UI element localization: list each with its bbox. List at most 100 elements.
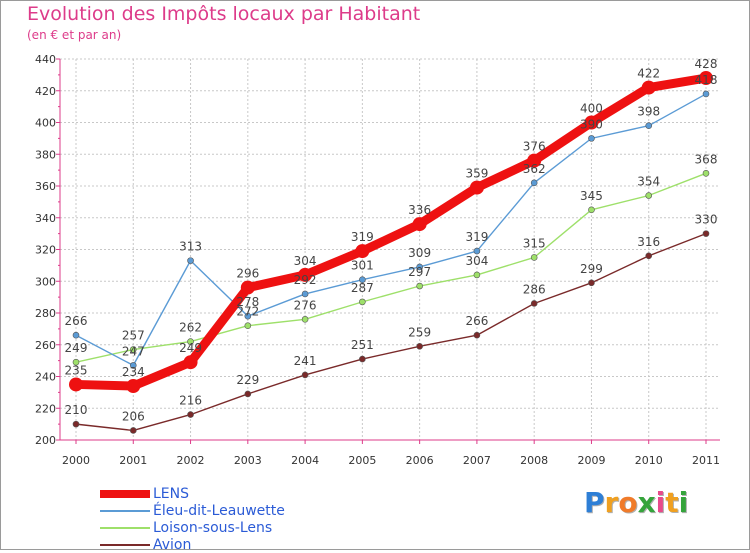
y-tick-label: 260 [35, 339, 56, 352]
data-label: 287 [351, 281, 374, 295]
data-point [584, 115, 599, 130]
data-label: 249 [179, 341, 202, 355]
data-point [355, 244, 370, 259]
data-point [416, 282, 423, 290]
data-point [412, 217, 427, 232]
data-labels-layer: 235 234 249 296 304 319 336 359 376 400 422 428 266 2… [65, 57, 718, 423]
data-point [473, 331, 481, 339]
data-label: 376 [523, 140, 546, 154]
chart-title: Evolution des Impôts locaux par Habitant [27, 3, 421, 25]
chart-subtitle: (en € et par an) [27, 28, 122, 42]
data-point [530, 300, 538, 307]
data-label: 316 [637, 235, 660, 249]
series-line-3 [75, 232, 707, 432]
y-tick-label: 320 [35, 244, 56, 257]
data-point [244, 322, 252, 330]
y-tick-label: 280 [35, 307, 56, 320]
data-label: 259 [408, 325, 431, 339]
data-point [244, 390, 252, 398]
y-tick-label: 400 [35, 117, 56, 130]
data-point [126, 379, 141, 394]
x-tick-label: 2004 [291, 454, 319, 467]
data-label: 319 [351, 230, 374, 244]
data-point [129, 346, 137, 353]
data-label: 330 [695, 213, 718, 227]
data-point [359, 276, 366, 283]
data-point [301, 371, 309, 379]
data-label: 249 [65, 341, 88, 355]
x-tick-label: 2007 [463, 454, 491, 467]
data-point [129, 427, 137, 434]
data-label: 359 [465, 167, 488, 181]
legend-label: LENS [153, 486, 190, 502]
data-label: 304 [465, 254, 488, 268]
data-point [527, 153, 542, 168]
x-tick-label: 2010 [635, 454, 663, 467]
data-point [416, 343, 423, 350]
data-label: 368 [695, 152, 718, 166]
logo-letter: P [584, 486, 605, 519]
logo-letter: r [604, 486, 619, 519]
y-tick-label: 420 [35, 85, 56, 98]
data-label: 206 [122, 409, 145, 423]
data-point [298, 267, 313, 282]
data-point [530, 179, 538, 187]
data-label: 315 [523, 236, 546, 250]
data-point [641, 80, 656, 95]
proxiti-logo: Proxiti [584, 486, 688, 519]
data-point [359, 355, 366, 363]
data-label: 309 [408, 246, 431, 260]
series-line-0 [71, 73, 711, 391]
data-point [416, 263, 423, 271]
series-line-2 [75, 172, 707, 363]
data-label: 266 [465, 314, 488, 328]
data-label: 278 [236, 295, 259, 309]
y-tick-label: 340 [35, 212, 56, 225]
data-point [645, 252, 653, 260]
data-point [187, 338, 194, 345]
data-label: 390 [580, 117, 603, 131]
x-tick-label: 2006 [406, 454, 434, 467]
data-point [469, 180, 484, 195]
data-point [702, 170, 710, 177]
data-point [240, 280, 255, 295]
data-label: 216 [179, 394, 202, 408]
data-label: 428 [695, 57, 718, 71]
data-point [69, 377, 83, 392]
logo-letter: x [637, 486, 656, 519]
data-label: 400 [580, 102, 603, 116]
x-tick-label: 2005 [348, 454, 376, 467]
data-label: 251 [351, 338, 374, 352]
data-label: 362 [523, 162, 546, 176]
y-tick-label: 220 [35, 402, 56, 415]
data-label: 345 [580, 189, 603, 203]
data-label: 418 [695, 73, 718, 87]
x-tick-label: 2008 [520, 454, 548, 467]
legend-label: Avion [153, 537, 192, 553]
data-point [588, 135, 595, 142]
data-label: 319 [465, 230, 488, 244]
data-point [187, 411, 194, 418]
data-label: 313 [179, 240, 202, 254]
data-label: 299 [580, 262, 603, 276]
data-label: 257 [122, 329, 145, 343]
legend-swatch [100, 544, 150, 546]
legend-label: Éleu-dit-Leauwette [153, 503, 285, 519]
data-point [244, 312, 252, 320]
data-point [645, 122, 653, 129]
y-tick-label: 440 [35, 53, 56, 66]
data-label: 301 [351, 259, 374, 273]
data-label: 247 [122, 344, 145, 358]
data-label: 354 [637, 175, 660, 189]
data-label: 398 [637, 105, 660, 119]
data-label: 235 [65, 363, 88, 377]
legend-swatch [100, 510, 150, 512]
data-point [301, 290, 309, 298]
data-point [72, 358, 80, 366]
data-point [129, 362, 137, 369]
data-label: 210 [65, 403, 88, 417]
data-label: 229 [236, 373, 259, 387]
data-point [588, 206, 595, 214]
data-label: 272 [236, 305, 259, 319]
data-label: 304 [294, 254, 317, 268]
